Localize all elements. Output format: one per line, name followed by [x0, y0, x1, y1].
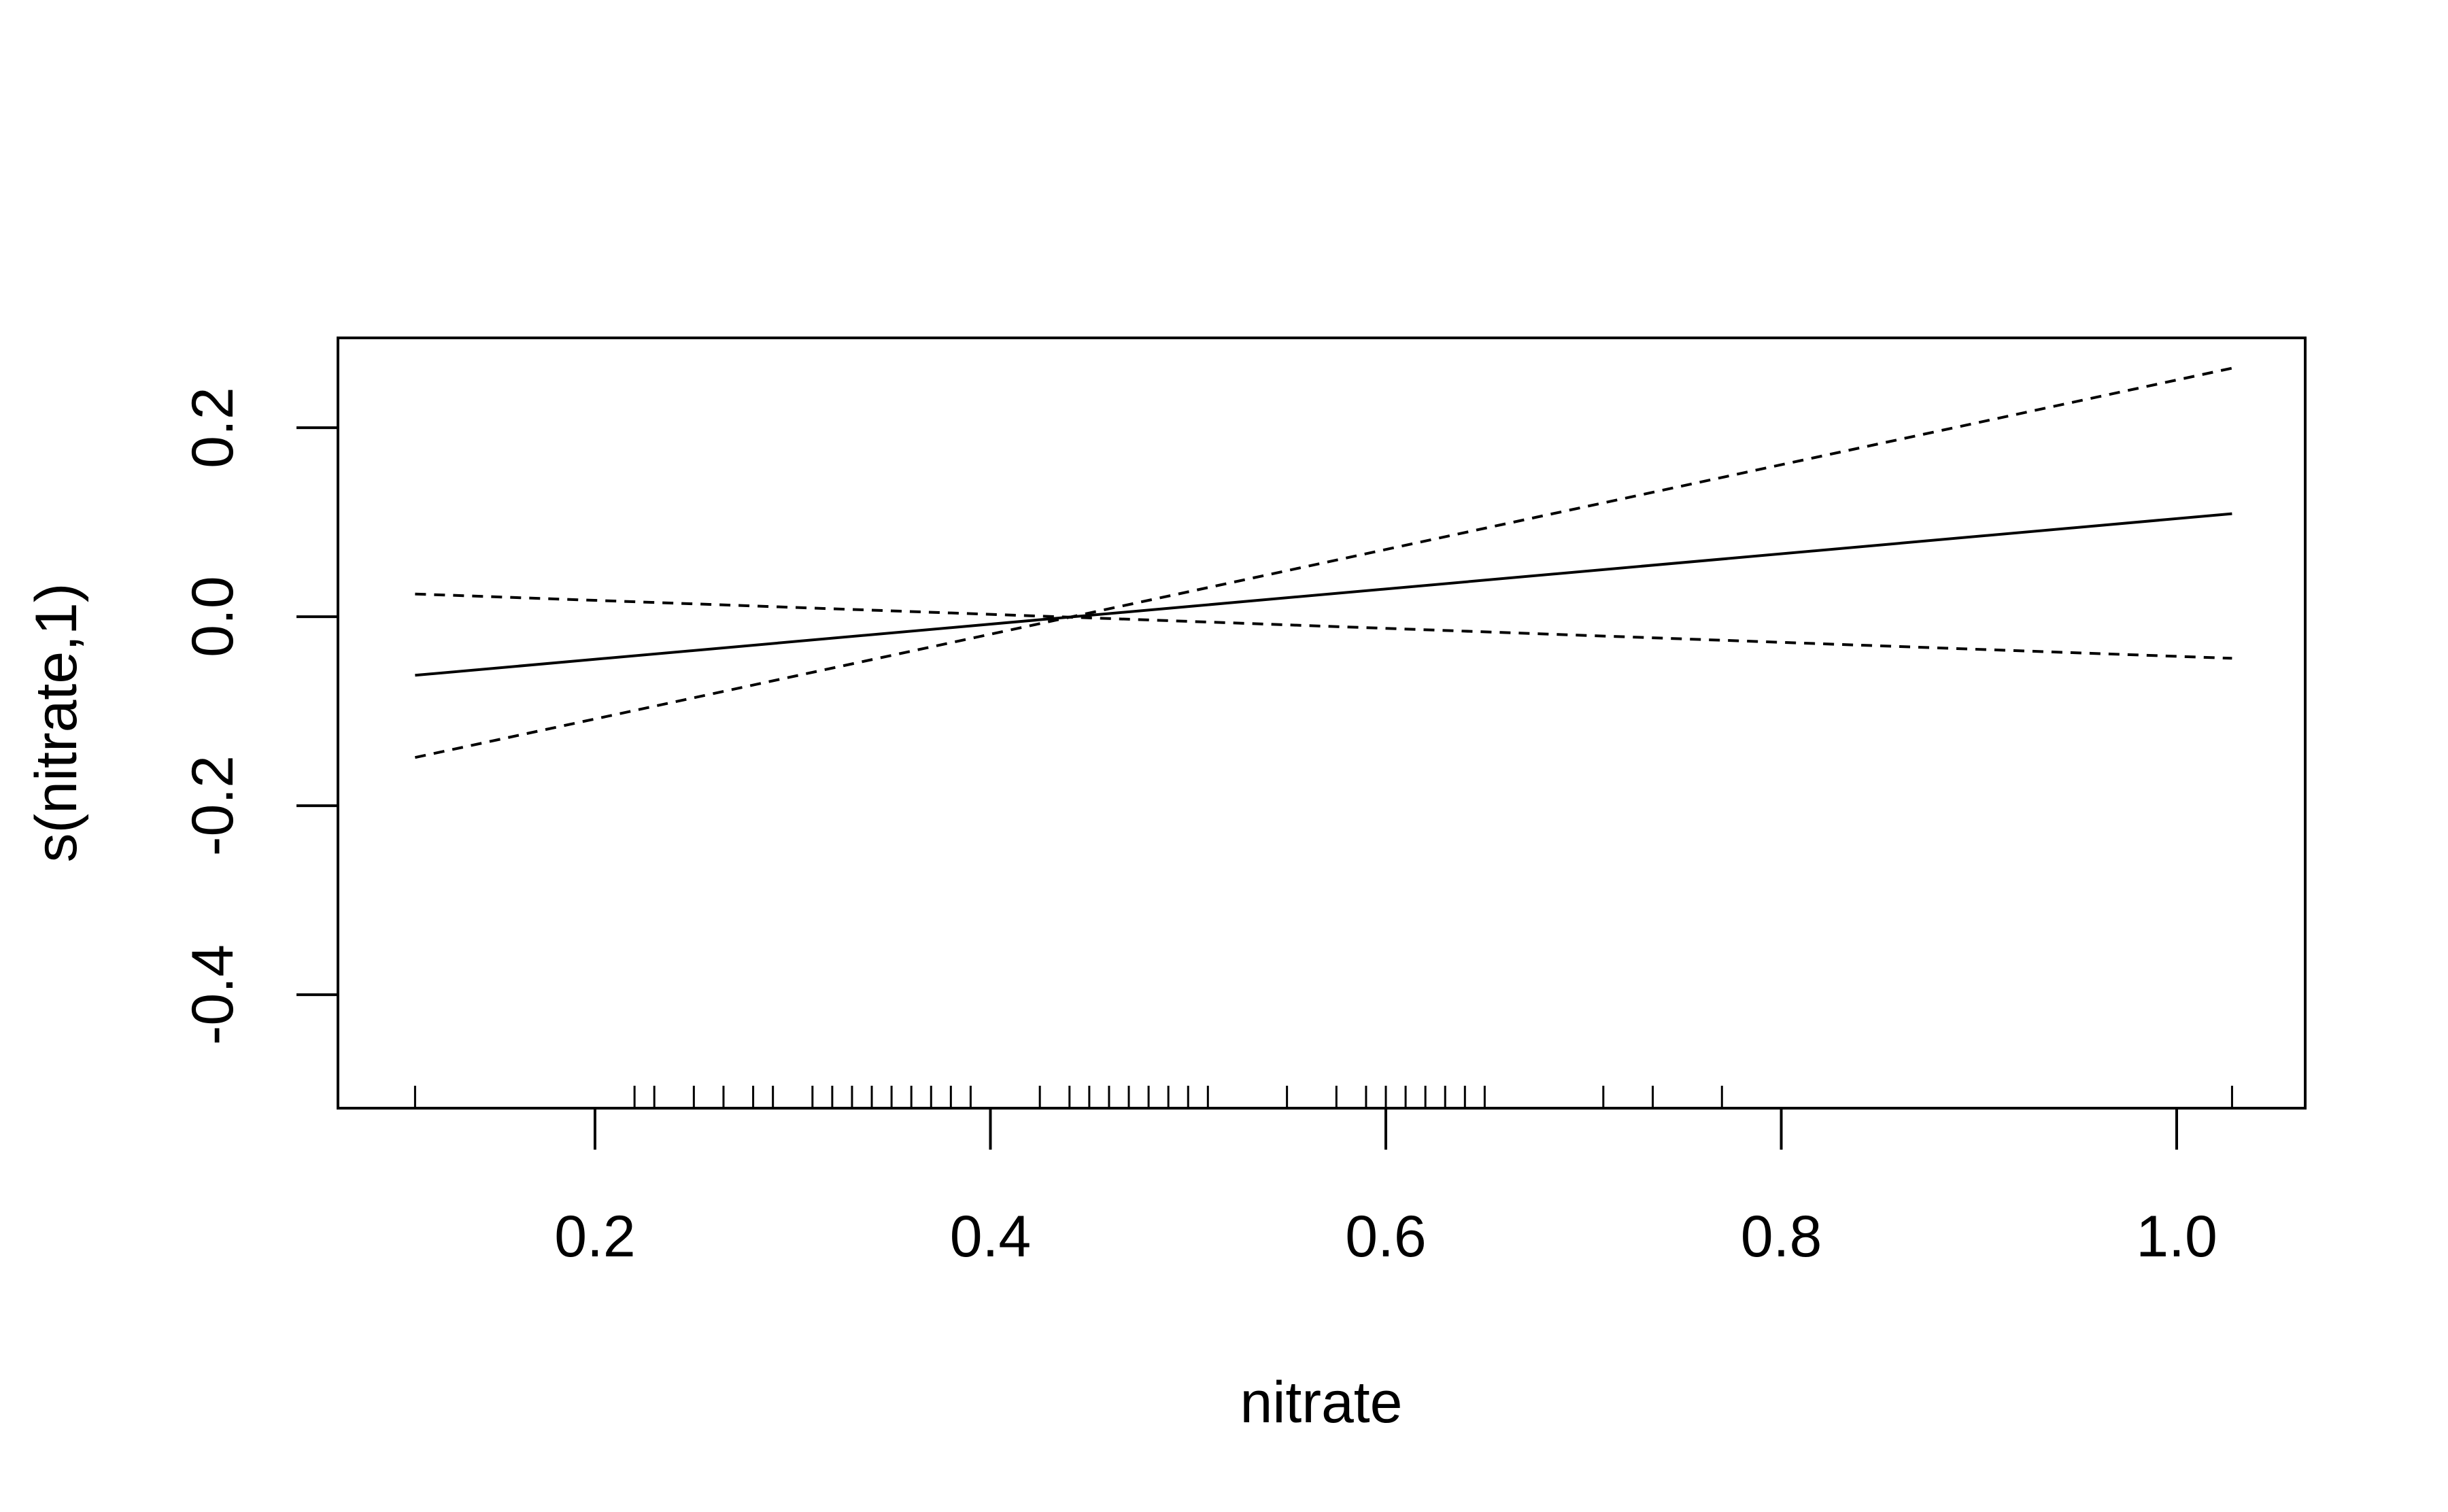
y-axis-label: s(nitrate,1)	[24, 583, 89, 862]
y-tick-label: -0.4	[180, 944, 245, 1045]
x-tick-label: 0.4	[950, 1204, 1032, 1269]
plot-frame	[337, 337, 2307, 1110]
confidence-band-line-1	[414, 366, 2232, 759]
smooth-fit-line-0	[415, 512, 2232, 677]
y-axis: -0.4 -0.2 0.0 0.2	[180, 387, 338, 1045]
x-tick-label: 0.2	[554, 1204, 636, 1269]
y-tick-label: 0.2	[180, 387, 245, 468]
series-layer	[414, 366, 2232, 759]
confidence-band-line-2	[415, 592, 2232, 660]
x-axis: 0.2 0.4 0.6 0.8 1.0	[554, 1108, 2217, 1269]
x-tick-label: 1.0	[2136, 1204, 2217, 1269]
x-tick-label: 0.8	[1741, 1204, 1822, 1269]
rug-layer	[413, 1086, 2233, 1108]
y-tick-label: -0.2	[180, 755, 245, 856]
y-tick-label: 0.0	[180, 576, 245, 657]
x-tick-label: 0.6	[1345, 1204, 1427, 1269]
x-axis-label: nitrate	[1240, 1370, 1402, 1435]
